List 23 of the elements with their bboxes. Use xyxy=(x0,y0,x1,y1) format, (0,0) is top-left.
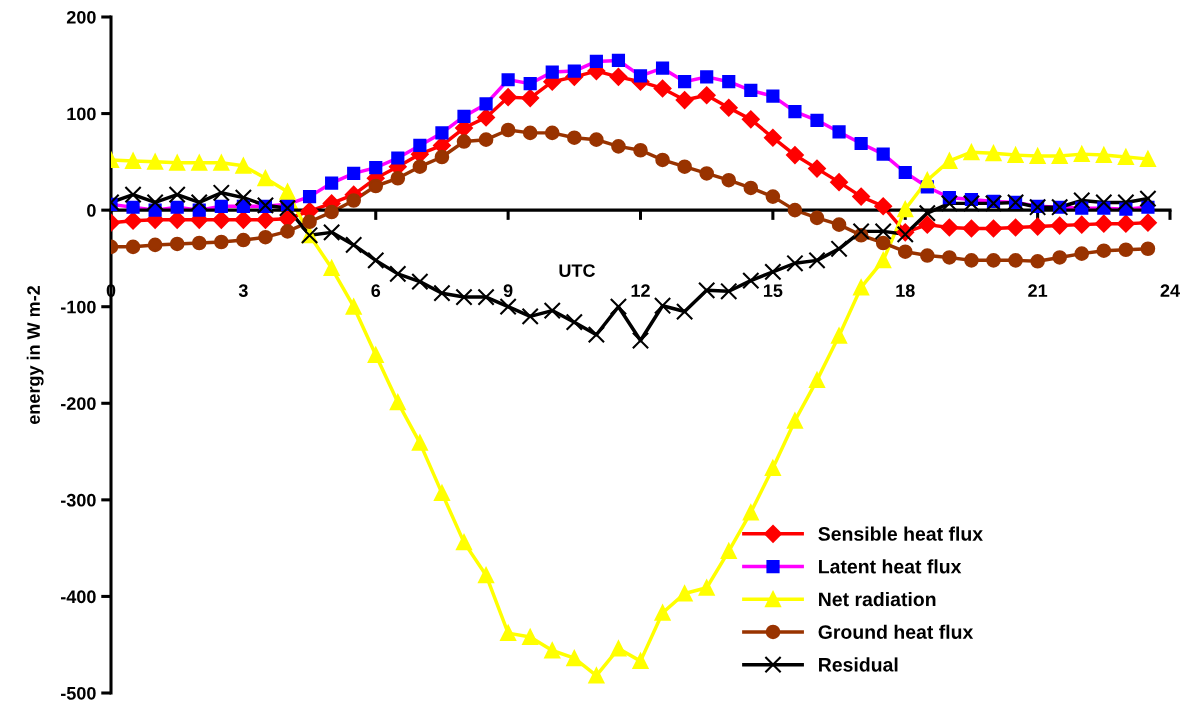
legend-label: Ground heat flux xyxy=(818,624,974,639)
y-axis-title: energy in W m-2 xyxy=(26,285,44,425)
x-tick-label: 24 xyxy=(1160,284,1180,297)
legend-label: Residual xyxy=(819,657,898,672)
y-tick-label: 0 xyxy=(87,204,96,217)
x-tick-label: 6 xyxy=(371,284,381,298)
legend-label: Latent heat flux xyxy=(819,559,962,574)
y-tick-label: -500 xyxy=(60,686,96,700)
x-axis-title: UTC xyxy=(559,264,596,277)
legend-label: Net radiation xyxy=(819,591,936,607)
y-tick-label: -300 xyxy=(60,493,96,507)
y-tick-label: -100 xyxy=(60,300,96,314)
x-tick-label: 3 xyxy=(238,284,248,298)
x-tick-label: 21 xyxy=(1028,284,1048,297)
y-tick-label: -400 xyxy=(60,590,96,604)
x-tick-label: 12 xyxy=(631,284,650,297)
legend-label: Sensible heat flux xyxy=(818,526,983,541)
y-tick-label: -200 xyxy=(60,397,96,411)
x-tick-label: 18 xyxy=(896,284,915,298)
x-tick-label: 9 xyxy=(503,284,513,298)
y-tick-label: 200 xyxy=(66,10,96,24)
x-tick-label: 15 xyxy=(763,284,783,298)
y-tick-label: 100 xyxy=(67,107,96,121)
